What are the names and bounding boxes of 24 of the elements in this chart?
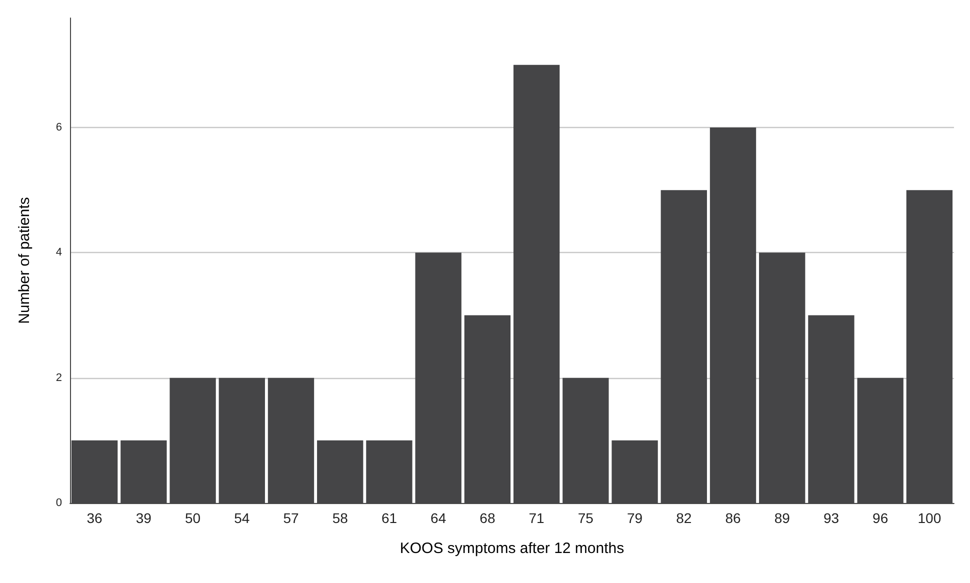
x-tick-label: 100 <box>918 510 942 526</box>
y-tick-label: 2 <box>56 372 62 384</box>
x-tick-label: 86 <box>725 510 741 526</box>
x-tick-label: 93 <box>823 510 840 526</box>
x-tick-label: 89 <box>774 510 790 526</box>
x-tick-label: 57 <box>283 510 299 526</box>
x-tick-label: 58 <box>332 510 348 526</box>
x-tick-label: 36 <box>86 510 103 526</box>
x-tick-label: 64 <box>430 510 446 526</box>
x-tick-label: 54 <box>234 510 250 526</box>
y-tick-label: 4 <box>56 246 62 259</box>
x-tick-label: 39 <box>136 510 152 526</box>
y-axis-title: Number of patients <box>16 197 33 324</box>
x-tick-label: 61 <box>381 510 398 526</box>
x-tick-label: 79 <box>626 510 643 526</box>
x-tick-label: 71 <box>528 510 545 526</box>
x-tick-label: 68 <box>480 510 496 526</box>
x-axis-title: KOOS symptoms after 12 months <box>400 540 624 557</box>
x-tick-label: 50 <box>184 510 201 526</box>
x-tick-label: 82 <box>676 510 692 526</box>
x-tick-label: 75 <box>578 510 594 526</box>
y-tick-label: 6 <box>56 122 62 134</box>
y-tick-label: 0 <box>56 497 62 509</box>
x-tick-label: 96 <box>872 510 888 526</box>
